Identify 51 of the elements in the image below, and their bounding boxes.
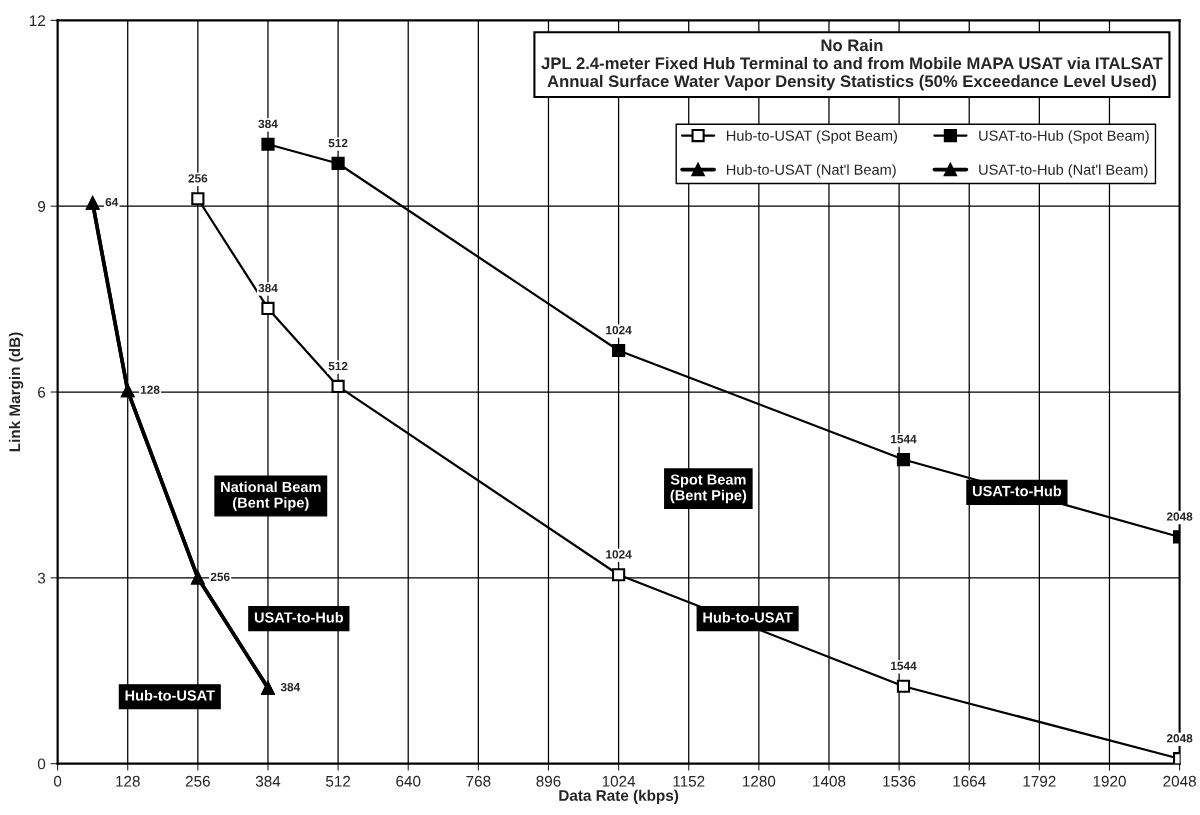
annotation: 512 — [328, 361, 348, 371]
x-tick-label: 768 — [466, 775, 491, 787]
y-tick-label: 3 — [37, 572, 46, 584]
annotation: Hub-to-USAT — [703, 611, 793, 623]
annotation: National Beam (Bent Pipe) — [221, 481, 321, 511]
y-tick-label: 0 — [37, 758, 46, 770]
x-tick-label: 640 — [396, 775, 421, 787]
x-tick-label: 1408 — [813, 775, 846, 787]
x-tick-label: 128 — [116, 775, 140, 787]
x-tick-label: 1024 — [602, 775, 636, 787]
annotation: USAT-to-Hub — [972, 485, 1062, 497]
text: No Rain — [821, 38, 883, 52]
legend-label: USAT-to-Hub (Nat'l Beam) — [979, 164, 1148, 178]
annotation: USAT-to-Hub — [254, 611, 344, 623]
y-tick-label: 6 — [38, 386, 46, 398]
annotation: 1544 — [891, 435, 917, 444]
annotation: Hub-to-USAT — [125, 689, 215, 701]
annotation: 2048 — [1166, 734, 1193, 743]
x-tick-label: 2048 — [1163, 775, 1196, 787]
annotation: 2048 — [1166, 512, 1193, 521]
x-axis-title: Data Rate (kbps) — [559, 789, 679, 804]
annotation: 384 — [258, 119, 278, 129]
annotation: Spot Beam (Bent Pipe) — [670, 474, 747, 504]
x-tick-label: 384 — [255, 775, 281, 787]
text: JPL 2.4-meter Fixed Hub Terminal to and from Mobile MAPA USAT via ITALSAT Annual Surface Water Vapor Density Statistics (50% Exceedance Level Used) — [541, 56, 1163, 91]
y-tick-label: 12 — [29, 15, 46, 26]
y-axis-title: Link Margin (dB) — [8, 332, 24, 452]
x-tick-label: 896 — [536, 775, 561, 787]
legend-label: Hub-to-USAT (Spot Beam) — [726, 130, 897, 144]
annotation: 1024 — [606, 550, 632, 559]
annotation: 512 — [328, 138, 348, 148]
x-tick-label: 1152 — [673, 775, 705, 787]
annotation: 256 — [188, 174, 208, 183]
x-tick-label: 256 — [185, 775, 210, 787]
y-tick-label: 9 — [38, 201, 46, 212]
x-tick-label: 512 — [325, 775, 351, 787]
annotation: 384 — [280, 682, 301, 692]
annotation: 64 — [105, 197, 119, 207]
annotation: 1544 — [891, 661, 917, 671]
x-tick-label: 1792 — [1023, 775, 1056, 787]
annotation: 256 — [210, 572, 230, 581]
x-tick-label: 1664 — [953, 775, 986, 787]
annotation: 384 — [258, 283, 278, 293]
legend-label: USAT-to-Hub (Spot Beam) — [979, 130, 1149, 144]
x-tick-label: 1920 — [1093, 775, 1126, 787]
annotation: 1024 — [606, 325, 632, 335]
legend-label: Hub-to-USAT (Nat'l Beam) — [726, 164, 896, 178]
x-tick-label: 1280 — [743, 775, 776, 787]
x-tick-label: 1536 — [883, 775, 916, 787]
x-tick-label: 0 — [53, 775, 62, 787]
annotation: 128 — [140, 385, 160, 394]
